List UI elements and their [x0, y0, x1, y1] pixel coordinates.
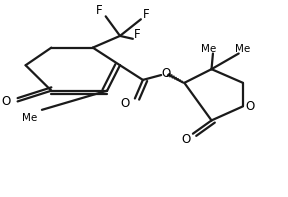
- Text: F: F: [143, 8, 150, 21]
- Text: O: O: [120, 98, 130, 111]
- Text: O: O: [161, 67, 170, 80]
- Text: O: O: [2, 95, 11, 108]
- Text: Me: Me: [22, 113, 37, 123]
- Text: Me: Me: [235, 44, 251, 54]
- Text: F: F: [96, 4, 103, 17]
- Text: F: F: [134, 28, 140, 41]
- Text: O: O: [245, 100, 255, 113]
- Text: Me: Me: [201, 44, 216, 54]
- Text: O: O: [181, 133, 190, 146]
